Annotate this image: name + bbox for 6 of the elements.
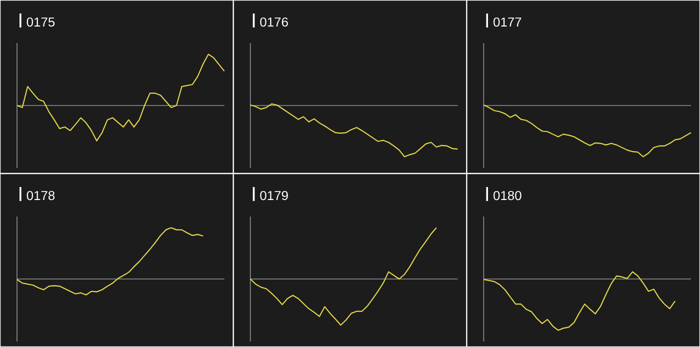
chart-title: 0179 bbox=[260, 190, 288, 200]
chart-title: 0180 bbox=[494, 190, 522, 200]
chart-title: 0176 bbox=[260, 17, 288, 27]
chart-title: 0177 bbox=[494, 17, 522, 27]
chart-title: 0178 bbox=[26, 190, 55, 200]
chart-title: 0175 bbox=[26, 17, 55, 27]
